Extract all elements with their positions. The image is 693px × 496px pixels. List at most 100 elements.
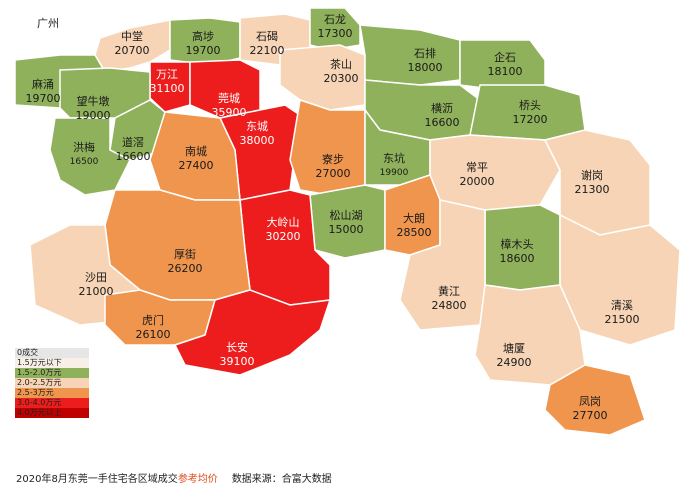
district-name: 凤岗 bbox=[579, 395, 601, 408]
district-label: 中堂 20700 bbox=[115, 30, 150, 58]
district-name: 塘厦 bbox=[503, 342, 525, 355]
district-price: 20300 bbox=[323, 72, 359, 85]
district-price: 31100 bbox=[149, 82, 185, 95]
district-label: 企石 18100 bbox=[488, 51, 523, 79]
district-name: 沙田 bbox=[85, 271, 107, 284]
district-label: 莞城 35900 bbox=[212, 92, 247, 120]
district-label: 谢岗 21300 bbox=[575, 169, 610, 197]
district-name: 黄江 bbox=[438, 285, 460, 298]
caption-prefix: 2020年8月东莞一手住宅各区域成交 bbox=[16, 474, 178, 485]
district-label: 大朗 28500 bbox=[397, 212, 432, 240]
district-label: 寮步 27000 bbox=[316, 153, 351, 181]
district-label: 洪梅 16500 bbox=[70, 141, 99, 169]
legend-label: 4.0万元以上 bbox=[17, 408, 62, 417]
district-price: 27700 bbox=[572, 409, 608, 422]
district-price: 24800 bbox=[431, 299, 467, 312]
district-name: 松山湖 bbox=[329, 209, 363, 222]
district-label: 万江 31100 bbox=[150, 68, 185, 96]
legend-item: 1.5-2.0万元 bbox=[15, 368, 89, 378]
region-changping[interactable] bbox=[429, 134, 561, 211]
legend-label: 2.5-3万元 bbox=[17, 388, 54, 397]
district-label: 东城 38000 bbox=[240, 120, 275, 148]
legend-item: 0成交 bbox=[15, 348, 89, 358]
district-price: 15000 bbox=[328, 223, 364, 236]
district-label: 清溪 21500 bbox=[605, 299, 640, 327]
legend-item: 3.0-4.0万元 bbox=[15, 398, 89, 408]
district-name: 莞城 bbox=[218, 92, 240, 105]
district-label: 虎门 26100 bbox=[136, 314, 171, 342]
district-label: 横沥 16600 bbox=[425, 102, 460, 130]
district-name: 望牛墩 bbox=[76, 95, 110, 108]
district-label: 樟木头 18600 bbox=[500, 238, 535, 266]
district-price: 18100 bbox=[487, 65, 523, 78]
legend-label: 0成交 bbox=[17, 348, 39, 357]
district-name: 企石 bbox=[494, 51, 516, 64]
district-price: 21000 bbox=[78, 285, 114, 298]
district-price: 19000 bbox=[75, 109, 111, 122]
district-price: 20000 bbox=[459, 175, 495, 188]
district-label: 桥头 17200 bbox=[513, 99, 548, 127]
district-price: 21500 bbox=[604, 313, 640, 326]
district-label: 南城 27400 bbox=[179, 145, 214, 173]
city-label-guangzhou: 广州 bbox=[37, 17, 59, 30]
region-shilong[interactable] bbox=[309, 7, 361, 51]
region-fenggang[interactable] bbox=[544, 364, 646, 436]
district-label: 麻涌 19700 bbox=[26, 78, 61, 106]
district-name: 谢岗 bbox=[581, 169, 603, 182]
district-price: 28500 bbox=[396, 226, 432, 239]
district-name: 高埗 bbox=[192, 30, 214, 43]
district-price: 20700 bbox=[114, 44, 150, 57]
legend-swatch: 2.0-2.5万元 bbox=[15, 378, 89, 388]
footer-caption: 2020年8月东莞一手住宅各区域成交参考均价 数据来源：合富大数据 bbox=[16, 470, 332, 485]
district-label: 石排 18000 bbox=[408, 47, 443, 75]
district-name: 清溪 bbox=[611, 299, 633, 312]
district-price: 26200 bbox=[167, 262, 203, 275]
district-label: 望牛墩 19000 bbox=[76, 95, 111, 123]
district-label: 茶山 20300 bbox=[324, 58, 359, 86]
district-name: 常平 bbox=[466, 161, 488, 174]
district-price: 22100 bbox=[249, 44, 285, 57]
district-name: 东坑 bbox=[382, 152, 405, 165]
district-name: 虎门 bbox=[142, 314, 164, 327]
data-source: 数据来源：合富大数据 bbox=[231, 474, 332, 485]
region-chashan[interactable] bbox=[279, 44, 366, 111]
district-price: 24900 bbox=[496, 356, 532, 369]
district-name: 茶山 bbox=[330, 58, 352, 71]
district-price: 17200 bbox=[512, 113, 548, 126]
district-price: 39100 bbox=[219, 355, 255, 368]
district-price: 19700 bbox=[185, 44, 221, 57]
district-name: 寮步 bbox=[322, 153, 344, 166]
district-label: 常平 20000 bbox=[460, 161, 495, 189]
region-changan[interactable] bbox=[173, 289, 332, 376]
district-price: 21300 bbox=[574, 183, 610, 196]
district-label: 东坑 19900 bbox=[380, 152, 409, 180]
district-label: 石龙 17300 bbox=[318, 13, 353, 41]
region-tangxia[interactable] bbox=[474, 284, 586, 386]
legend-swatch: 3.0-4.0万元 bbox=[15, 398, 89, 408]
legend-item: 2.0-2.5万元 bbox=[15, 378, 89, 388]
legend-swatch: 1.5万元以下 bbox=[15, 358, 89, 368]
legend-item: 4.0万元以上 bbox=[15, 408, 89, 418]
district-name: 石龙 bbox=[324, 13, 346, 26]
district-price: 27000 bbox=[315, 167, 351, 180]
region-shipai[interactable] bbox=[359, 24, 461, 86]
legend-swatch: 0成交 bbox=[15, 348, 89, 358]
district-price: 35900 bbox=[211, 106, 247, 119]
district-price: 17300 bbox=[317, 27, 353, 40]
district-label: 沙田 21000 bbox=[79, 271, 114, 299]
district-name: 大朗 bbox=[403, 212, 425, 225]
legend-swatch: 1.5-2.0万元 bbox=[15, 368, 89, 378]
district-price: 18000 bbox=[407, 61, 443, 74]
district-name: 南城 bbox=[185, 145, 207, 158]
district-name: 道滘 bbox=[122, 136, 144, 149]
district-label: 黄江 24800 bbox=[432, 285, 467, 313]
district-label: 大岭山 30200 bbox=[266, 216, 301, 244]
district-name: 横沥 bbox=[431, 102, 453, 115]
district-label: 高埗 19700 bbox=[186, 30, 221, 58]
district-label: 道滘 16600 bbox=[116, 136, 151, 164]
district-name: 东城 bbox=[246, 120, 268, 133]
legend-label: 1.5-2.0万元 bbox=[17, 368, 62, 377]
district-price: 26100 bbox=[135, 328, 171, 341]
caption-highlight: 参考均价 bbox=[177, 474, 218, 485]
district-price: 30200 bbox=[265, 230, 301, 243]
